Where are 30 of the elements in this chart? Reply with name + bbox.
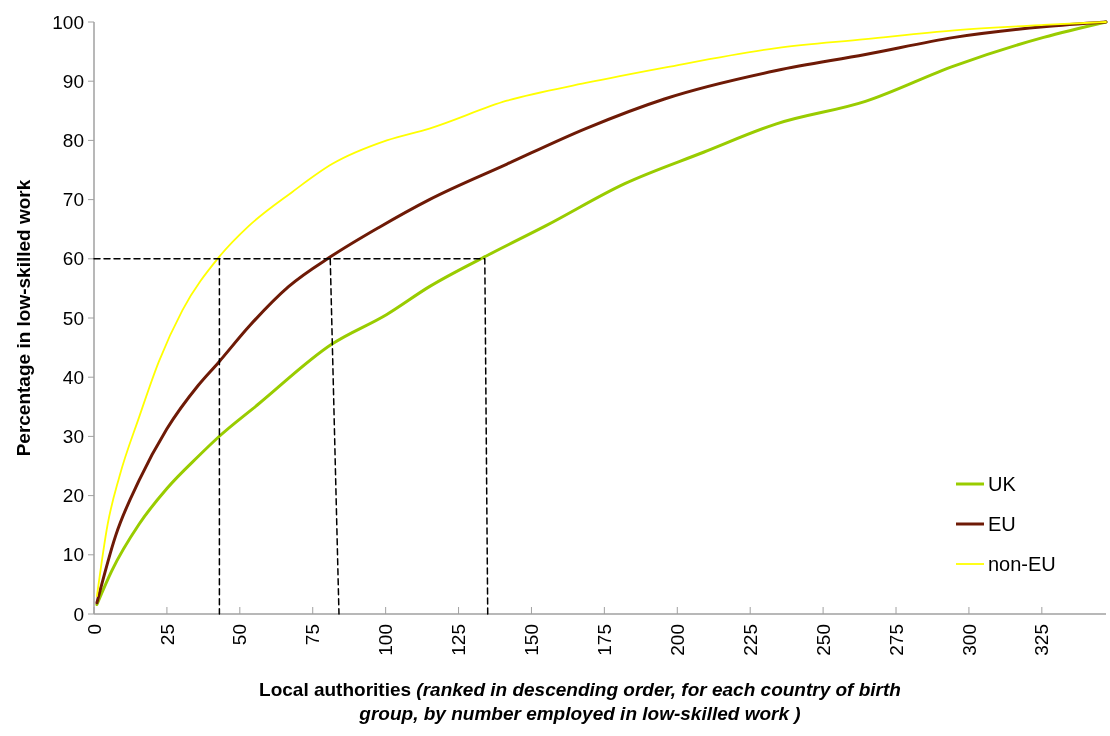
legend-label: EU <box>988 513 1016 535</box>
x-tick-label: 175 <box>594 624 616 656</box>
y-tick-label: 50 <box>62 307 84 329</box>
y-tick-label: 0 <box>73 603 84 625</box>
x-tick-label: 0 <box>83 624 105 635</box>
y-tick-label: 60 <box>62 248 84 270</box>
x-tick-label: 125 <box>448 624 470 656</box>
x-tick-label: 200 <box>666 624 688 656</box>
x-tick-label: 100 <box>375 624 397 656</box>
y-tick-label: 10 <box>62 544 84 566</box>
x-tick-label: 75 <box>302 624 324 646</box>
x-tick-label: 250 <box>812 624 834 656</box>
x-tick-label: 325 <box>1031 624 1053 656</box>
y-tick-label: 80 <box>62 130 84 152</box>
x-tick-label: 25 <box>156 624 178 646</box>
x-tick-label: 150 <box>521 624 543 656</box>
legend-label: non-EU <box>988 553 1056 575</box>
x-tick-label: 225 <box>739 624 761 656</box>
y-axis-title: Percentage in low-skilled work <box>13 179 34 457</box>
legend-label: UK <box>988 473 1017 495</box>
y-tick-label: 30 <box>62 426 84 448</box>
x-tick-label: 300 <box>958 624 980 656</box>
x-tick-label: 275 <box>885 624 907 656</box>
y-tick-label: 90 <box>62 70 84 92</box>
y-tick-label: 20 <box>62 485 84 507</box>
y-tick-label: 100 <box>52 11 84 33</box>
y-tick-label: 40 <box>62 366 84 388</box>
x-axis-title: Local authorities (ranked in descending order, for each country of birth group, by number employed in low-skilled work ) <box>259 679 901 724</box>
y-tick-label: 70 <box>62 189 84 211</box>
x-tick-label: 50 <box>229 624 251 646</box>
